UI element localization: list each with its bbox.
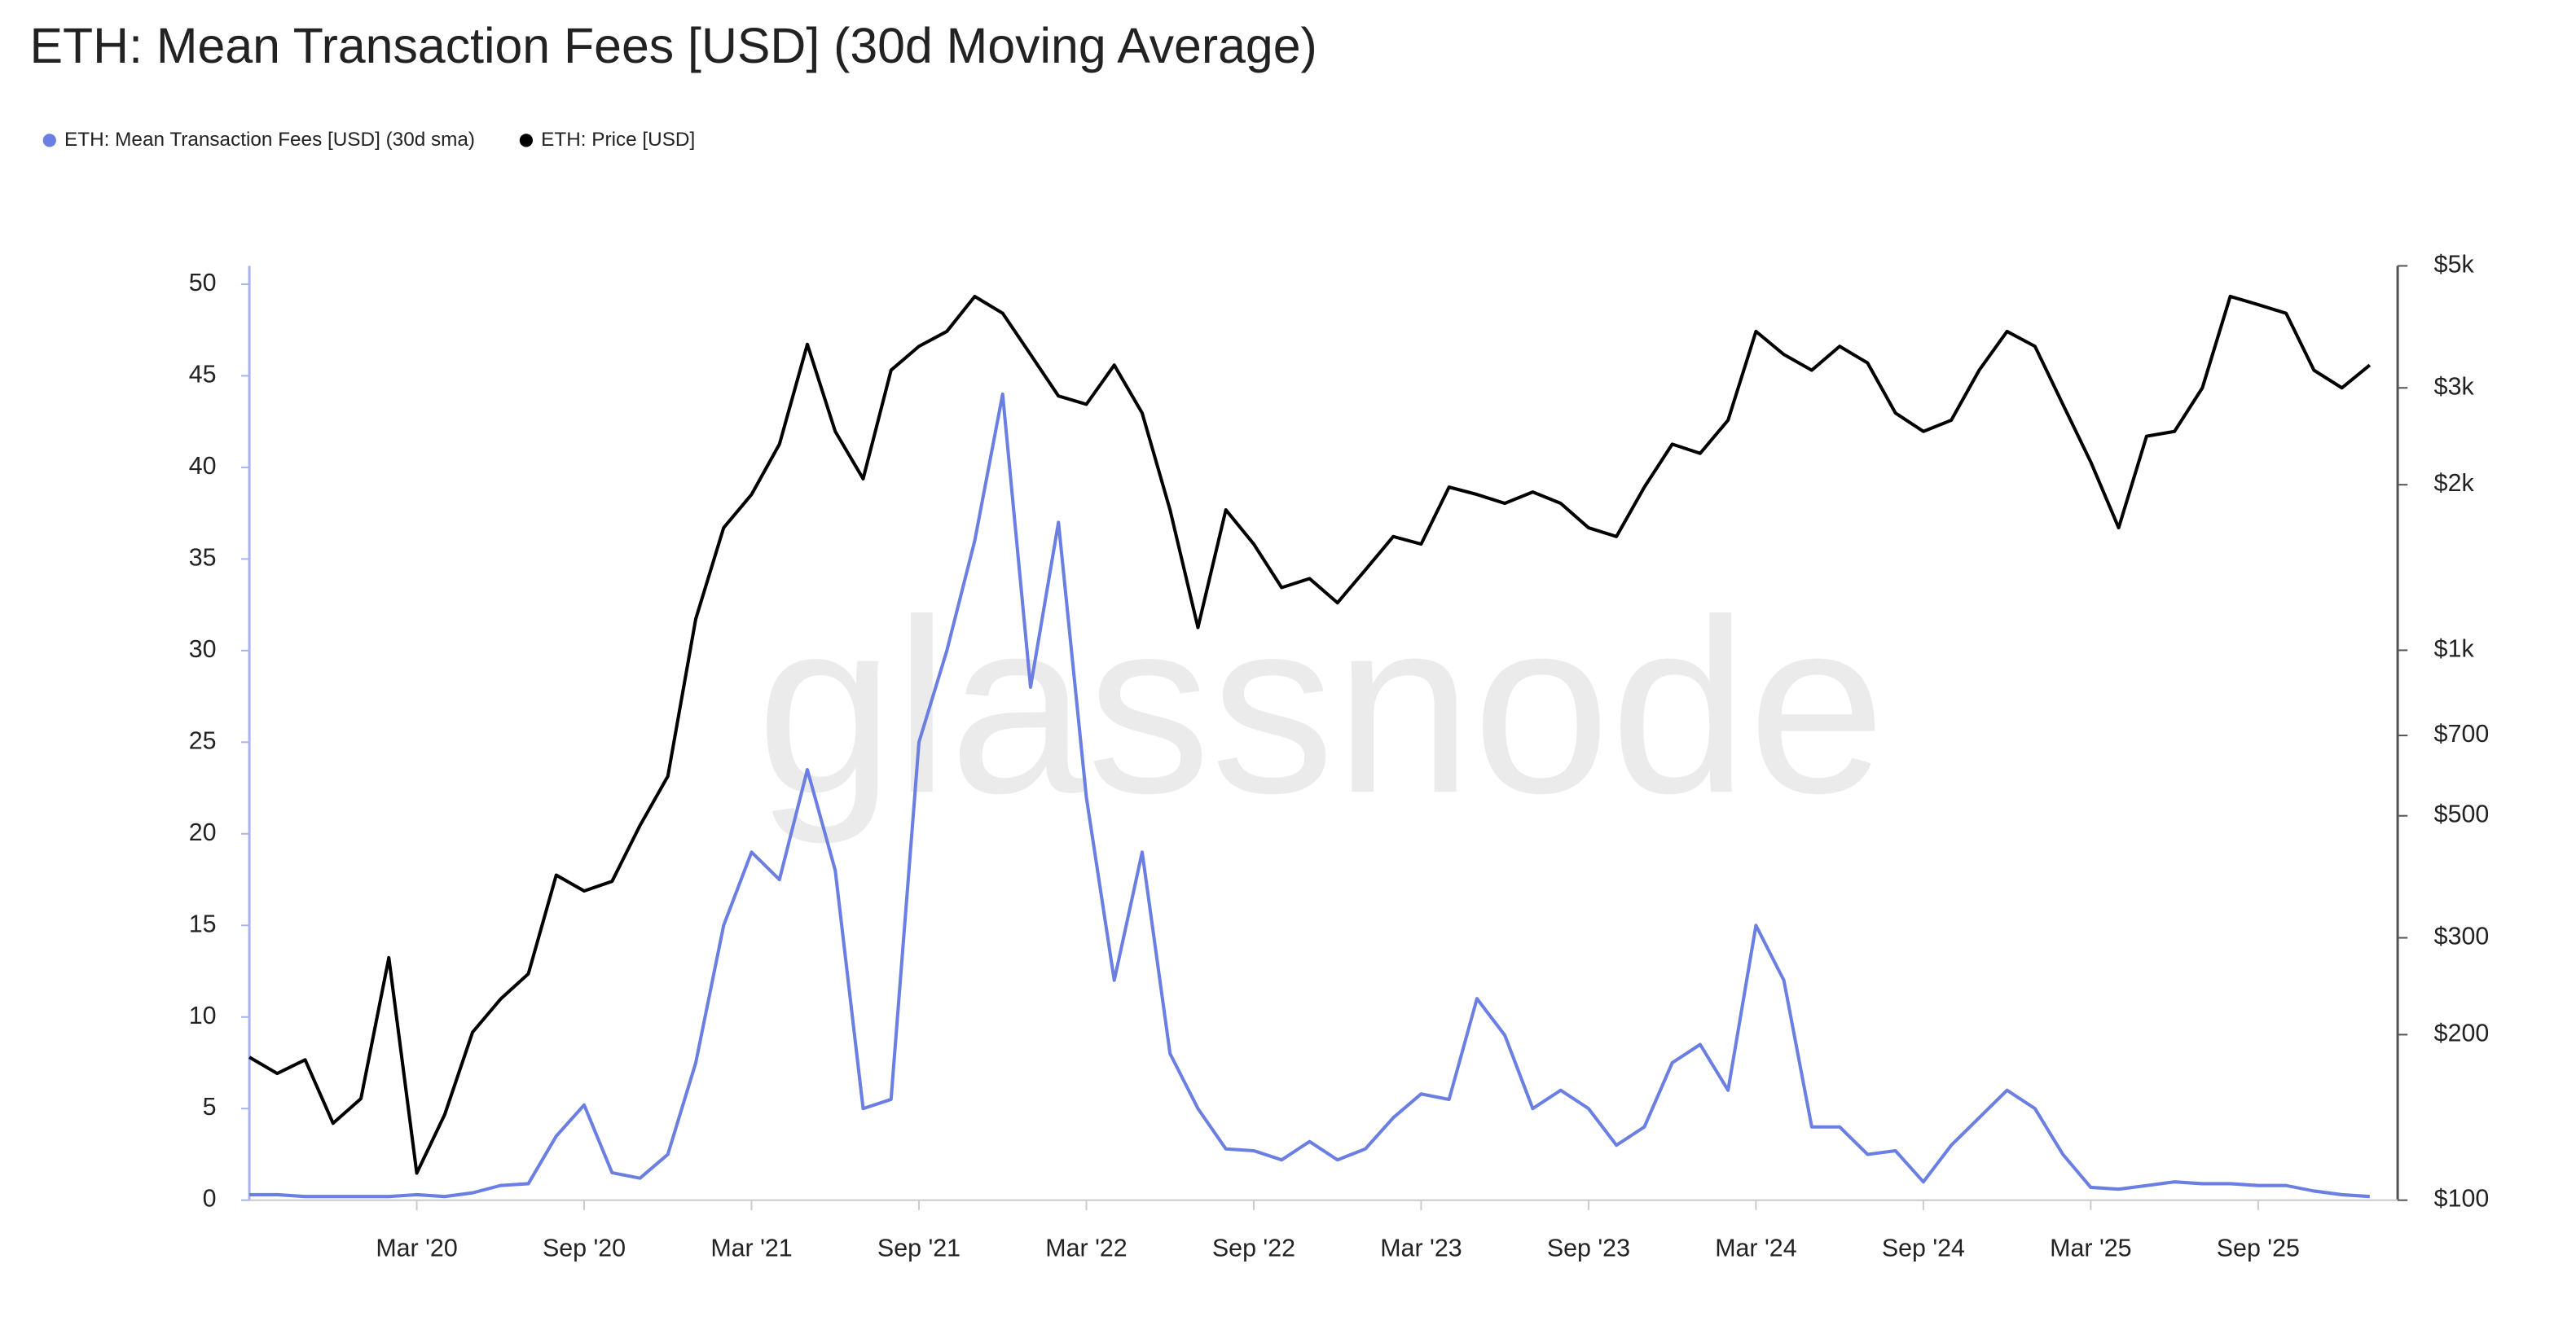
y2-tick-label: $1k — [2434, 634, 2475, 662]
x-tick-label: Sep '20 — [543, 1235, 626, 1262]
y-tick-label: 50 — [189, 269, 217, 296]
x-tick-label: Mar '20 — [376, 1235, 457, 1262]
y-tick-label: 15 — [189, 910, 217, 937]
legend-label: ETH: Mean Transaction Fees [USD] (30d sm… — [64, 129, 475, 151]
x-tick-label: Mar '21 — [710, 1235, 792, 1262]
y-tick-label: 30 — [189, 635, 217, 663]
y2-tick-label: $2k — [2434, 469, 2475, 497]
x-tick-label: Mar '25 — [2050, 1235, 2131, 1262]
series-line — [249, 392, 2370, 1199]
series-line — [248, 294, 2372, 1175]
y2-tick-label: $700 — [2434, 720, 2490, 748]
y-tick-label: 5 — [203, 1093, 217, 1121]
x-tick-label: Sep '22 — [1212, 1235, 1295, 1262]
y-tick-label: 45 — [189, 360, 217, 388]
y-tick-label: 40 — [189, 452, 217, 480]
x-tick-label: Sep '24 — [1882, 1235, 1965, 1262]
y2-tick-label: $200 — [2434, 1019, 2490, 1047]
legend-marker — [42, 134, 56, 147]
legend-marker — [519, 134, 533, 147]
y2-tick-label: $5k — [2434, 250, 2475, 278]
y-tick-label: 25 — [189, 726, 217, 754]
y-tick-label: 20 — [189, 818, 217, 846]
legend-label: ETH: Price [USD] — [541, 129, 695, 151]
y2-tick-label: $3k — [2434, 372, 2475, 400]
y-tick-label: 0 — [203, 1185, 217, 1213]
y-tick-label: 10 — [189, 1002, 217, 1029]
x-tick-label: Mar '24 — [1715, 1235, 1796, 1262]
y2-tick-label: $500 — [2434, 801, 2490, 828]
x-tick-label: Sep '23 — [1547, 1235, 1630, 1262]
watermark: glassnode — [756, 568, 1885, 846]
y-tick-label: 35 — [189, 543, 217, 571]
chart-title: ETH: Mean Transaction Fees [USD] (30d Mo… — [29, 18, 1317, 73]
x-tick-label: Sep '25 — [2217, 1235, 2300, 1262]
y2-tick-label: $100 — [2434, 1185, 2490, 1213]
y2-tick-label: $300 — [2434, 923, 2490, 950]
x-tick-label: Mar '22 — [1045, 1235, 1127, 1262]
x-tick-label: Sep '21 — [877, 1235, 961, 1262]
x-tick-label: Mar '23 — [1380, 1235, 1462, 1262]
